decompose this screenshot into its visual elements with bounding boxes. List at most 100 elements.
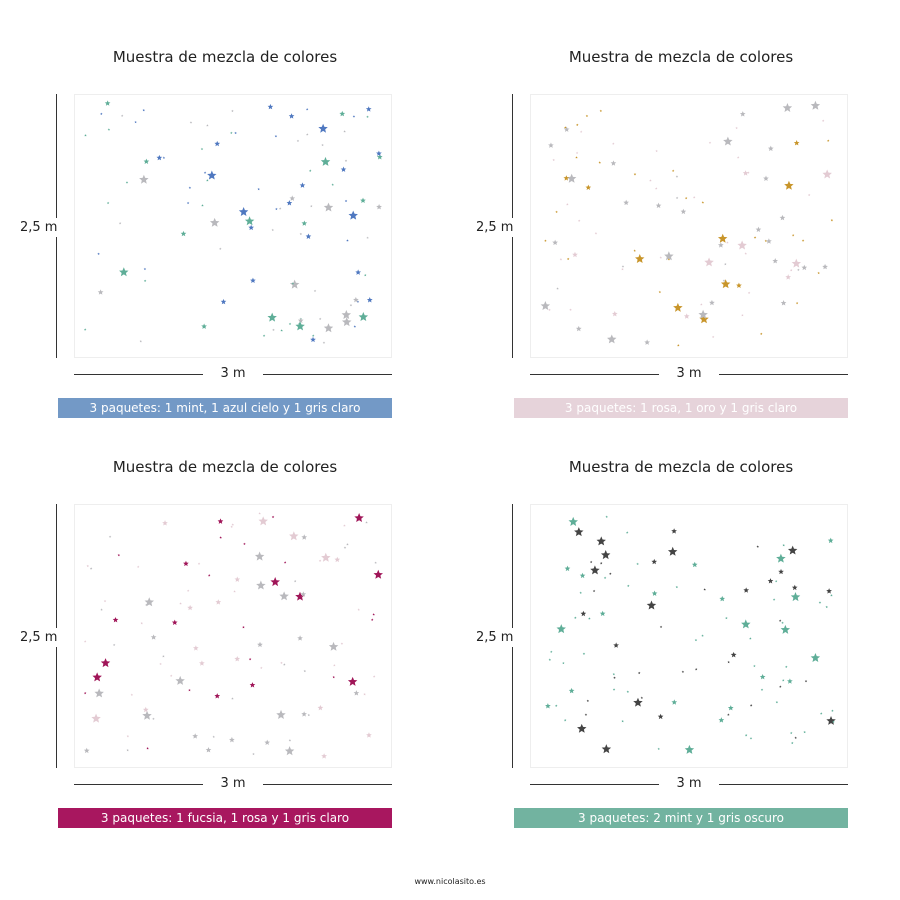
star-icon: [219, 247, 222, 250]
star-icon: [231, 697, 234, 700]
star-icon: [126, 734, 130, 738]
star-icon: [219, 536, 222, 539]
star-icon: [827, 139, 830, 142]
star-icon: [599, 109, 603, 112]
star-icon: [787, 545, 798, 555]
star-icon: [243, 542, 246, 545]
star-icon: [822, 263, 828, 270]
star-icon: [621, 265, 625, 268]
star-icon: [296, 139, 300, 143]
star-icon: [180, 230, 187, 237]
panel-title: Muestra de mezcla de colores: [568, 48, 794, 66]
star-icon: [217, 518, 224, 524]
star-icon: [92, 672, 102, 682]
star-icon: [584, 713, 588, 716]
star-icon: [140, 622, 143, 625]
star-icon: [548, 142, 554, 148]
star-icon: [262, 334, 266, 337]
star-icon: [209, 217, 220, 227]
star-icon: [723, 136, 733, 146]
star-icon: [585, 184, 592, 190]
star-icon: [288, 113, 295, 119]
star-pattern-sample: [530, 94, 848, 358]
star-icon: [673, 302, 683, 312]
star-icon: [749, 737, 753, 740]
star-icon: [179, 602, 182, 605]
star-icon: [658, 290, 662, 294]
star-icon: [322, 341, 326, 344]
star-icon: [727, 705, 734, 711]
star-icon: [711, 335, 715, 339]
width-label: 3 m: [203, 776, 263, 791]
star-icon: [694, 638, 698, 642]
star-icon: [720, 279, 731, 289]
star-icon: [675, 585, 679, 589]
star-icon: [257, 187, 260, 191]
star-icon: [307, 713, 311, 717]
star-icon: [717, 233, 728, 243]
star-icon: [309, 169, 312, 172]
star-icon: [574, 527, 584, 537]
star-icon: [212, 735, 215, 738]
star-icon: [774, 580, 778, 583]
star-icon: [248, 224, 255, 231]
star-icon: [749, 704, 753, 707]
star-icon: [609, 572, 612, 575]
star-icon: [701, 201, 705, 204]
star-icon: [610, 160, 617, 166]
star-icon: [633, 249, 636, 252]
star-icon: [97, 289, 104, 295]
star-icon: [772, 258, 779, 264]
star-icon: [659, 625, 663, 628]
star-icon: [599, 561, 603, 565]
star-icon: [791, 234, 795, 237]
star-icon: [563, 175, 570, 181]
star-icon: [186, 201, 190, 205]
star-icon: [579, 130, 583, 133]
star-icon: [252, 752, 255, 756]
star-icon: [106, 201, 110, 205]
star-icon: [220, 298, 227, 305]
star-icon: [684, 196, 688, 200]
star-icon: [790, 592, 801, 602]
star-icon: [363, 692, 366, 696]
star-icon: [832, 720, 835, 723]
star-icon: [318, 123, 328, 133]
star-icon: [621, 267, 624, 271]
star-icon: [741, 314, 744, 317]
star-icon: [556, 624, 566, 634]
star-icon: [357, 608, 360, 611]
star-icon: [171, 619, 178, 625]
star-icon: [577, 219, 581, 222]
star-icon: [117, 553, 121, 557]
star-icon: [313, 289, 317, 292]
star-icon: [775, 701, 779, 704]
star-icon: [589, 560, 593, 564]
star-icon: [83, 747, 90, 754]
star-icon: [830, 594, 833, 597]
star-icon: [188, 688, 191, 692]
star-icon: [301, 220, 308, 226]
star-icon: [323, 323, 334, 333]
star-icon: [655, 149, 658, 153]
star-icon: [334, 556, 341, 563]
star-icon: [596, 536, 606, 546]
star-icon: [801, 239, 805, 242]
star-icon: [271, 228, 274, 232]
star-icon: [671, 699, 678, 705]
star-icon: [795, 301, 799, 305]
star-icon: [603, 576, 607, 579]
star-icon: [144, 597, 155, 607]
star-icon: [588, 617, 591, 620]
star-icon: [214, 140, 221, 147]
star-icon: [321, 143, 324, 147]
star-icon: [156, 154, 163, 161]
star-icon: [333, 664, 336, 667]
star-icon: [675, 196, 679, 200]
star-icon: [708, 141, 712, 144]
star-icon: [787, 678, 793, 684]
star-icon: [559, 258, 563, 261]
package-banner: 3 paquetes: 1 mint, 1 azul cielo y 1 gri…: [58, 398, 392, 418]
star-icon: [749, 637, 752, 640]
star-icon: [747, 291, 751, 294]
